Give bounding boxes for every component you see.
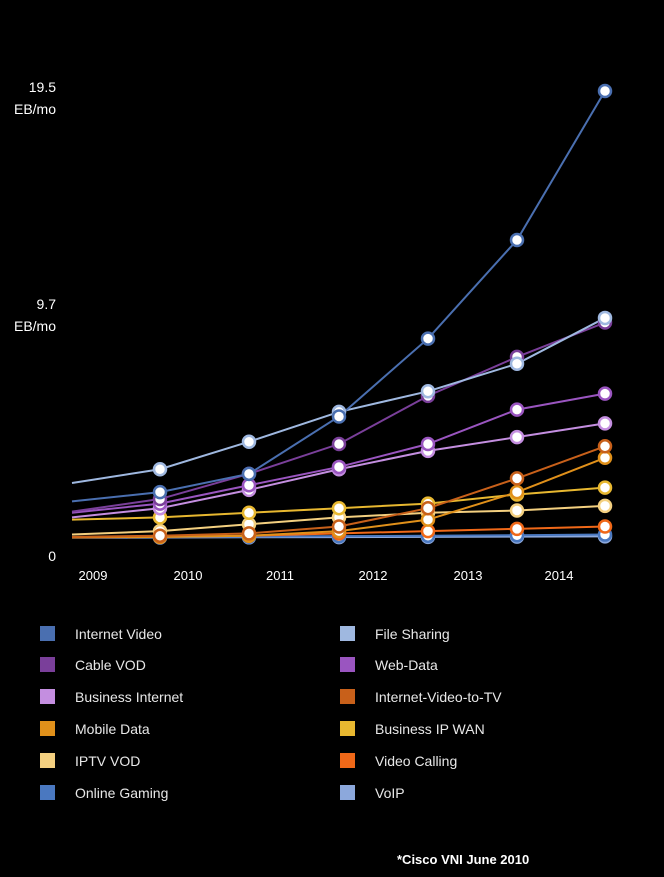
legend-swatch: [340, 785, 355, 800]
legend-label: Business IP WAN: [375, 721, 485, 737]
series-line: [71, 317, 606, 484]
x-tick-label: 2011: [266, 568, 294, 583]
data-point: [509, 503, 525, 518]
data-point: [597, 498, 613, 514]
legend-label: Business Internet: [75, 689, 183, 705]
data-point: [509, 471, 525, 486]
data-point: [331, 409, 347, 424]
x-tick-label: 2010: [174, 568, 203, 583]
legend-swatch: [340, 689, 355, 704]
source-note: *Cisco VNI June 2010: [397, 852, 529, 867]
legend-label: File Sharing: [375, 626, 450, 642]
legend: Internet Video File Sharing Cable VOD Web-D…: [40, 626, 502, 801]
data-point: [597, 310, 613, 326]
x-tick-label: 2013: [454, 568, 483, 583]
y-tick-line: 0: [48, 548, 56, 564]
x-tick-label: 2012: [359, 568, 388, 583]
x-axis: 2009 2010 2011 2012 2013 2014: [79, 568, 574, 583]
legend-label: Internet-Video-to-TV: [375, 689, 502, 705]
legend-swatch: [340, 626, 355, 641]
data-point: [509, 429, 525, 445]
legend-label: Cable VOD: [75, 657, 146, 673]
data-point: [152, 484, 168, 500]
data-point: [241, 466, 257, 482]
data-point: [420, 331, 436, 346]
legend-label: Video Calling: [375, 753, 457, 769]
data-point: [420, 384, 436, 399]
data-point: [509, 402, 525, 417]
data-point: [152, 528, 168, 543]
data-point: [509, 356, 525, 372]
data-point: [331, 436, 347, 452]
data-point: [597, 439, 613, 454]
series-points: [152, 83, 613, 545]
y-tick-label: 19.5 EB/mo: [14, 79, 56, 117]
data-point: [241, 526, 257, 541]
data-point: [509, 232, 525, 248]
y-tick-line: 19.5: [29, 79, 56, 95]
data-point: [331, 459, 347, 475]
legend-label: IPTV VOD: [75, 753, 140, 769]
legend-swatch: [340, 657, 355, 672]
legend-swatch: [40, 657, 55, 672]
data-point: [420, 436, 436, 452]
legend-swatch: [340, 721, 355, 736]
legend-label: Online Gaming: [75, 785, 168, 801]
legend-label: VoIP: [375, 785, 405, 801]
data-point: [509, 484, 525, 500]
legend-label: Internet Video: [75, 626, 162, 642]
legend-swatch: [40, 689, 55, 704]
y-tick-label: 0: [48, 548, 56, 564]
data-point: [152, 461, 168, 477]
data-point: [597, 386, 613, 401]
legend-swatch: [40, 785, 55, 800]
y-tick-label: 9.7 EB/mo: [14, 296, 56, 334]
data-point: [597, 450, 613, 466]
data-point: [597, 519, 613, 534]
legend-swatch: [340, 753, 355, 768]
data-point: [420, 512, 436, 527]
legend-label: Mobile Data: [75, 721, 150, 737]
data-point: [597, 416, 613, 431]
y-tick-line: EB/mo: [14, 101, 56, 117]
y-tick-line: EB/mo: [14, 318, 56, 334]
legend-swatch: [40, 721, 55, 736]
data-point: [241, 505, 257, 521]
x-tick-label: 2014: [545, 568, 574, 583]
data-point: [420, 500, 436, 516]
data-point: [509, 521, 525, 537]
legend-label: Web-Data: [375, 657, 438, 673]
data-point: [241, 434, 257, 449]
data-point: [597, 83, 613, 99]
data-point: [331, 519, 347, 534]
y-tick-line: 9.7: [37, 296, 57, 312]
y-axis: 0 9.7 EB/mo 19.5 EB/mo: [14, 79, 56, 564]
x-tick-label: 2009: [79, 568, 108, 583]
data-point: [241, 478, 257, 493]
legend-swatch: [40, 626, 55, 641]
data-point: [597, 480, 613, 495]
legend-swatch: [40, 753, 55, 768]
data-point: [420, 523, 436, 539]
data-point: [331, 500, 347, 516]
